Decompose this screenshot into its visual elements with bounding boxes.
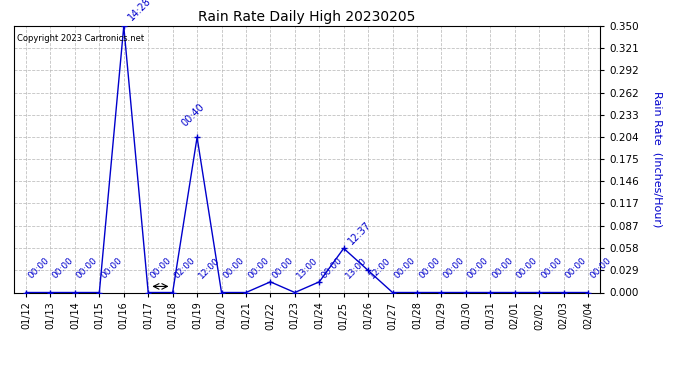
Y-axis label: Rain Rate  (Inches/Hour): Rain Rate (Inches/Hour): [653, 91, 663, 228]
Text: 00:00: 00:00: [26, 256, 50, 280]
Text: 00:00: 00:00: [515, 256, 540, 280]
Text: 00:00: 00:00: [75, 256, 99, 280]
Text: 00:00: 00:00: [246, 256, 270, 280]
Text: 00:00: 00:00: [50, 256, 75, 280]
Text: 00:00: 00:00: [148, 256, 173, 280]
Text: Copyright 2023 Cartronics.net: Copyright 2023 Cartronics.net: [17, 34, 144, 43]
Text: 12:37: 12:37: [346, 219, 373, 246]
Text: 00:00: 00:00: [564, 256, 589, 280]
Text: 00:00: 00:00: [393, 256, 417, 280]
Text: 00:00: 00:00: [588, 256, 613, 280]
Text: 00:00: 00:00: [221, 256, 246, 280]
Text: 00:00: 00:00: [417, 256, 442, 280]
Text: 12:00: 12:00: [197, 256, 221, 280]
Text: 00:00: 00:00: [539, 256, 564, 280]
Text: 00:00: 00:00: [442, 256, 466, 280]
Text: 02:00: 02:00: [172, 256, 197, 280]
Text: 00:00: 00:00: [491, 256, 515, 280]
Text: 14:28: 14:28: [126, 0, 153, 22]
Text: 00:00: 00:00: [99, 256, 124, 280]
Title: Rain Rate Daily High 20230205: Rain Rate Daily High 20230205: [198, 10, 416, 24]
Text: 00:00: 00:00: [270, 256, 295, 280]
Text: 12:00: 12:00: [368, 256, 393, 280]
Text: 13:00: 13:00: [295, 256, 319, 280]
Text: 13:00: 13:00: [344, 256, 368, 280]
Text: 00:00: 00:00: [319, 256, 344, 280]
Text: 00:40: 00:40: [180, 102, 207, 128]
Text: 00:00: 00:00: [466, 256, 491, 280]
